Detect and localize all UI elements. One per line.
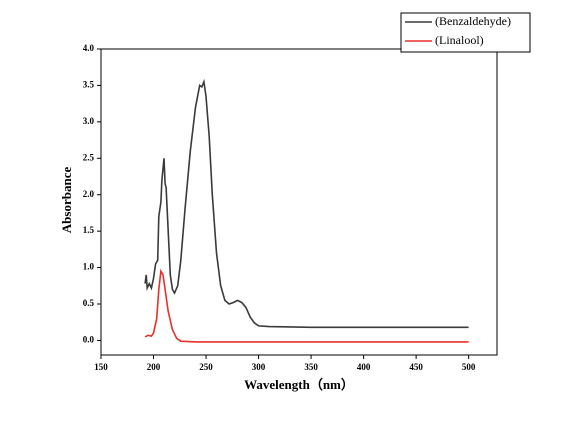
y-tick-label: 4.0 (83, 43, 95, 53)
x-tick-label: 500 (462, 362, 476, 372)
y-tick-label: 1.0 (83, 262, 95, 272)
series-line (144, 268, 469, 343)
x-tick-label: 450 (409, 362, 423, 372)
y-tick-label: 0.0 (83, 334, 95, 344)
legend-box (400, 12, 531, 53)
x-tick-label: 200 (147, 362, 161, 372)
y-tick-label: 3.5 (83, 79, 95, 89)
y-axis-title: Absorbance (59, 167, 74, 234)
x-tick-label: 300 (252, 362, 266, 372)
x-tick-label: 400 (357, 362, 371, 372)
x-tick-label: 150 (94, 362, 108, 372)
x-tick-label: 350 (304, 362, 318, 372)
series-line (144, 78, 469, 329)
y-tick-label: 2.5 (83, 152, 95, 162)
y-tick-label: 0.5 (83, 298, 95, 308)
plot-frame (100, 48, 498, 356)
y-tick-label: 1.5 (83, 225, 95, 235)
legend-label: (Linalool) (435, 33, 484, 47)
y-tick-label: 3.0 (83, 116, 95, 126)
y-tick-label: 2.0 (83, 189, 95, 199)
x-axis-title: Wavelength（nm） (244, 377, 354, 392)
legend-label: (Benzaldehyde) (435, 14, 511, 28)
x-tick-label: 250 (199, 362, 213, 372)
